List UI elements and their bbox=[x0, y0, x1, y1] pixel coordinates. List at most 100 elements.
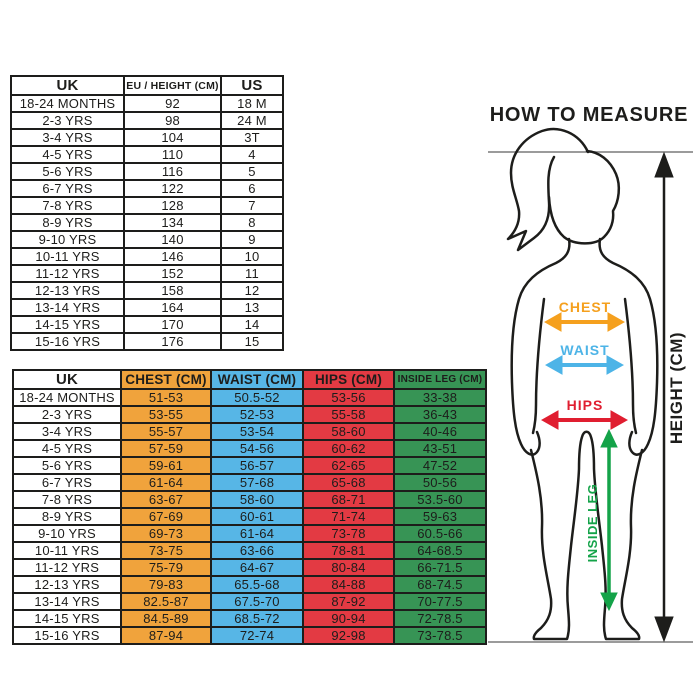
table-cell: 6 bbox=[220, 179, 284, 198]
table-row: 10-11 YRS 73-75 63-66 78-81 64-68.5 bbox=[12, 541, 487, 560]
table-cell: 64-68.5 bbox=[393, 541, 487, 560]
table-cell: 176 bbox=[123, 332, 222, 351]
table-cell: 152 bbox=[123, 264, 222, 283]
table-cell: 15 bbox=[220, 332, 284, 351]
table-cell: 9 bbox=[220, 230, 284, 249]
table-row: 8-9 YRS 67-69 60-61 71-74 59-63 bbox=[12, 507, 487, 526]
table-cell: 67.5-70 bbox=[210, 592, 304, 611]
table-cell: 10-11 YRS bbox=[12, 541, 122, 560]
table-row: 15-16 YRS 176 15 bbox=[10, 332, 284, 351]
table-cell: 53-55 bbox=[120, 405, 212, 424]
table-cell: 9-10 YRS bbox=[10, 230, 125, 249]
table-cell: 2-3 YRS bbox=[10, 111, 125, 130]
table-cell: 87-94 bbox=[120, 626, 212, 645]
table-row: 11-12 YRS 75-79 64-67 80-84 66-71.5 bbox=[12, 558, 487, 577]
inside-leg-arrow-icon bbox=[600, 428, 618, 612]
table-cell: 15-16 YRS bbox=[12, 626, 122, 645]
figure-legs-path bbox=[529, 430, 644, 641]
hips-label: HIPS bbox=[567, 397, 604, 413]
table-cell: 98 bbox=[123, 111, 222, 130]
table-row: 14-15 YRS 84.5-89 68.5-72 90-94 72-78.5 bbox=[12, 609, 487, 628]
table-row: 6-7 YRS 122 6 bbox=[10, 179, 284, 198]
table-cell: 84-88 bbox=[302, 575, 395, 594]
table-cell: 7-8 YRS bbox=[10, 196, 125, 215]
height-label: HEIGHT (CM) bbox=[667, 332, 686, 444]
table-cell: 57-68 bbox=[210, 473, 304, 492]
table-cell: 14-15 YRS bbox=[12, 609, 122, 628]
table-cell: 64-67 bbox=[210, 558, 304, 577]
table-cell: 3-4 YRS bbox=[10, 128, 125, 147]
table-cell: 61-64 bbox=[210, 524, 304, 543]
table-cell: 7-8 YRS bbox=[12, 490, 122, 509]
table-cell: 54-56 bbox=[210, 439, 304, 458]
table-cell: 50.5-52 bbox=[210, 388, 304, 407]
table-cell: 59-61 bbox=[120, 456, 212, 475]
table-cell: 146 bbox=[123, 247, 222, 266]
table-cell: 11 bbox=[220, 264, 284, 283]
table-cell: 40-46 bbox=[393, 422, 487, 441]
table-cell: 60-61 bbox=[210, 507, 304, 526]
table-cell: 84.5-89 bbox=[120, 609, 212, 628]
table-cell: 66-71.5 bbox=[393, 558, 487, 577]
table-row: 3-4 YRS 104 3T bbox=[10, 128, 284, 147]
table-row: 11-12 YRS 152 11 bbox=[10, 264, 284, 283]
table-row: 10-11 YRS 146 10 bbox=[10, 247, 284, 266]
table-cell: 15-16 YRS bbox=[10, 332, 125, 351]
table-cell: 5-6 YRS bbox=[10, 162, 125, 181]
table-cell: 110 bbox=[123, 145, 222, 164]
table-header-row: UK EU / HEIGHT (CM) US bbox=[10, 75, 284, 96]
table-cell: 158 bbox=[123, 281, 222, 300]
table-cell: 3T bbox=[220, 128, 284, 147]
table-cell: 63-66 bbox=[210, 541, 304, 560]
column-header: INSIDE LEG (CM) bbox=[393, 369, 487, 390]
table-cell: 10-11 YRS bbox=[10, 247, 125, 266]
chest-arrow-icon bbox=[543, 312, 626, 332]
table-cell: 65-68 bbox=[302, 473, 395, 492]
table-cell: 6-7 YRS bbox=[10, 179, 125, 198]
table-cell: 12 bbox=[220, 281, 284, 300]
column-header: UK bbox=[12, 369, 122, 390]
table-row: 3-4 YRS 55-57 53-54 58-60 40-46 bbox=[12, 422, 487, 441]
table-row: 18-24 MONTHS 51-53 50.5-52 53-56 33-38 bbox=[12, 388, 487, 407]
table-cell: 12-13 YRS bbox=[12, 575, 122, 594]
table-cell: 72-78.5 bbox=[393, 609, 487, 628]
table-cell: 9-10 YRS bbox=[12, 524, 122, 543]
table-cell: 62-65 bbox=[302, 456, 395, 475]
table-cell: 92 bbox=[123, 94, 222, 113]
table-cell: 52-53 bbox=[210, 405, 304, 424]
table-cell: 14-15 YRS bbox=[10, 315, 125, 334]
table-cell: 43-51 bbox=[393, 439, 487, 458]
table-cell: 68-71 bbox=[302, 490, 395, 509]
table-cell: 80-84 bbox=[302, 558, 395, 577]
table-cell: 51-53 bbox=[120, 388, 212, 407]
table-header-row: UK CHEST (CM) WAIST (CM) HIPS (CM) INSIDE LE… bbox=[12, 369, 487, 390]
table-cell: 58-60 bbox=[210, 490, 304, 509]
table-cell: 140 bbox=[123, 230, 222, 249]
table-cell: 69-73 bbox=[120, 524, 212, 543]
table-cell: 134 bbox=[123, 213, 222, 232]
table-cell: 170 bbox=[123, 315, 222, 334]
table-cell: 60.5-66 bbox=[393, 524, 487, 543]
table-cell: 65.5-68 bbox=[210, 575, 304, 594]
table-cell: 164 bbox=[123, 298, 222, 317]
table-row: 9-10 YRS 69-73 61-64 73-78 60.5-66 bbox=[12, 524, 487, 543]
table-cell: 36-43 bbox=[393, 405, 487, 424]
table-cell: 3-4 YRS bbox=[12, 422, 122, 441]
table-cell: 67-69 bbox=[120, 507, 212, 526]
table-cell: 8-9 YRS bbox=[12, 507, 122, 526]
table-cell: 75-79 bbox=[120, 558, 212, 577]
table-row: 12-13 YRS 158 12 bbox=[10, 281, 284, 300]
child-figure-outline bbox=[506, 127, 659, 641]
table-cell: 92-98 bbox=[302, 626, 395, 645]
table-cell: 78-81 bbox=[302, 541, 395, 560]
table-cell: 7 bbox=[220, 196, 284, 215]
table-cell: 4-5 YRS bbox=[12, 439, 122, 458]
figure-left-inner-arm-path bbox=[531, 297, 546, 435]
table-row: 8-9 YRS 134 8 bbox=[10, 213, 284, 232]
table-cell: 68-74.5 bbox=[393, 575, 487, 594]
table-row: 14-15 YRS 170 14 bbox=[10, 315, 284, 334]
table-row: 13-14 YRS 164 13 bbox=[10, 298, 284, 317]
table-cell: 55-57 bbox=[120, 422, 212, 441]
column-header: UK bbox=[10, 75, 125, 96]
